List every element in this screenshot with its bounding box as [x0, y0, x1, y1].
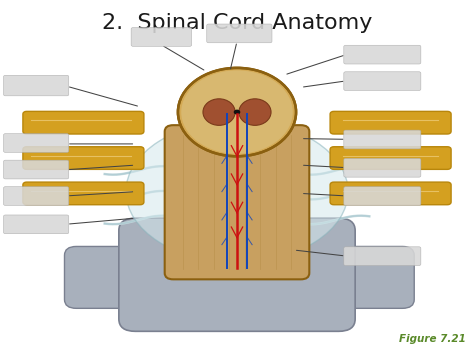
- Ellipse shape: [239, 99, 271, 125]
- Ellipse shape: [126, 121, 348, 262]
- Text: Figure 7.21: Figure 7.21: [399, 334, 466, 344]
- FancyBboxPatch shape: [164, 125, 310, 279]
- Circle shape: [234, 110, 240, 115]
- FancyBboxPatch shape: [119, 218, 355, 331]
- FancyBboxPatch shape: [344, 45, 421, 64]
- FancyBboxPatch shape: [344, 158, 421, 177]
- FancyBboxPatch shape: [23, 147, 144, 169]
- FancyBboxPatch shape: [344, 130, 421, 149]
- FancyBboxPatch shape: [330, 111, 451, 134]
- FancyBboxPatch shape: [3, 187, 69, 206]
- FancyBboxPatch shape: [3, 133, 69, 152]
- FancyBboxPatch shape: [23, 182, 144, 205]
- Circle shape: [178, 68, 296, 156]
- FancyBboxPatch shape: [344, 72, 421, 91]
- Circle shape: [181, 70, 293, 154]
- FancyBboxPatch shape: [64, 246, 152, 308]
- FancyBboxPatch shape: [207, 24, 272, 43]
- FancyBboxPatch shape: [344, 247, 421, 266]
- FancyBboxPatch shape: [330, 147, 451, 169]
- FancyBboxPatch shape: [131, 28, 191, 46]
- FancyBboxPatch shape: [3, 160, 69, 179]
- FancyBboxPatch shape: [344, 187, 421, 206]
- Text: 2.  Spinal Cord Anatomy: 2. Spinal Cord Anatomy: [102, 13, 372, 33]
- FancyBboxPatch shape: [3, 75, 69, 96]
- FancyBboxPatch shape: [23, 111, 144, 134]
- FancyBboxPatch shape: [3, 215, 69, 234]
- FancyBboxPatch shape: [327, 246, 414, 308]
- Ellipse shape: [203, 99, 235, 125]
- FancyBboxPatch shape: [330, 182, 451, 205]
